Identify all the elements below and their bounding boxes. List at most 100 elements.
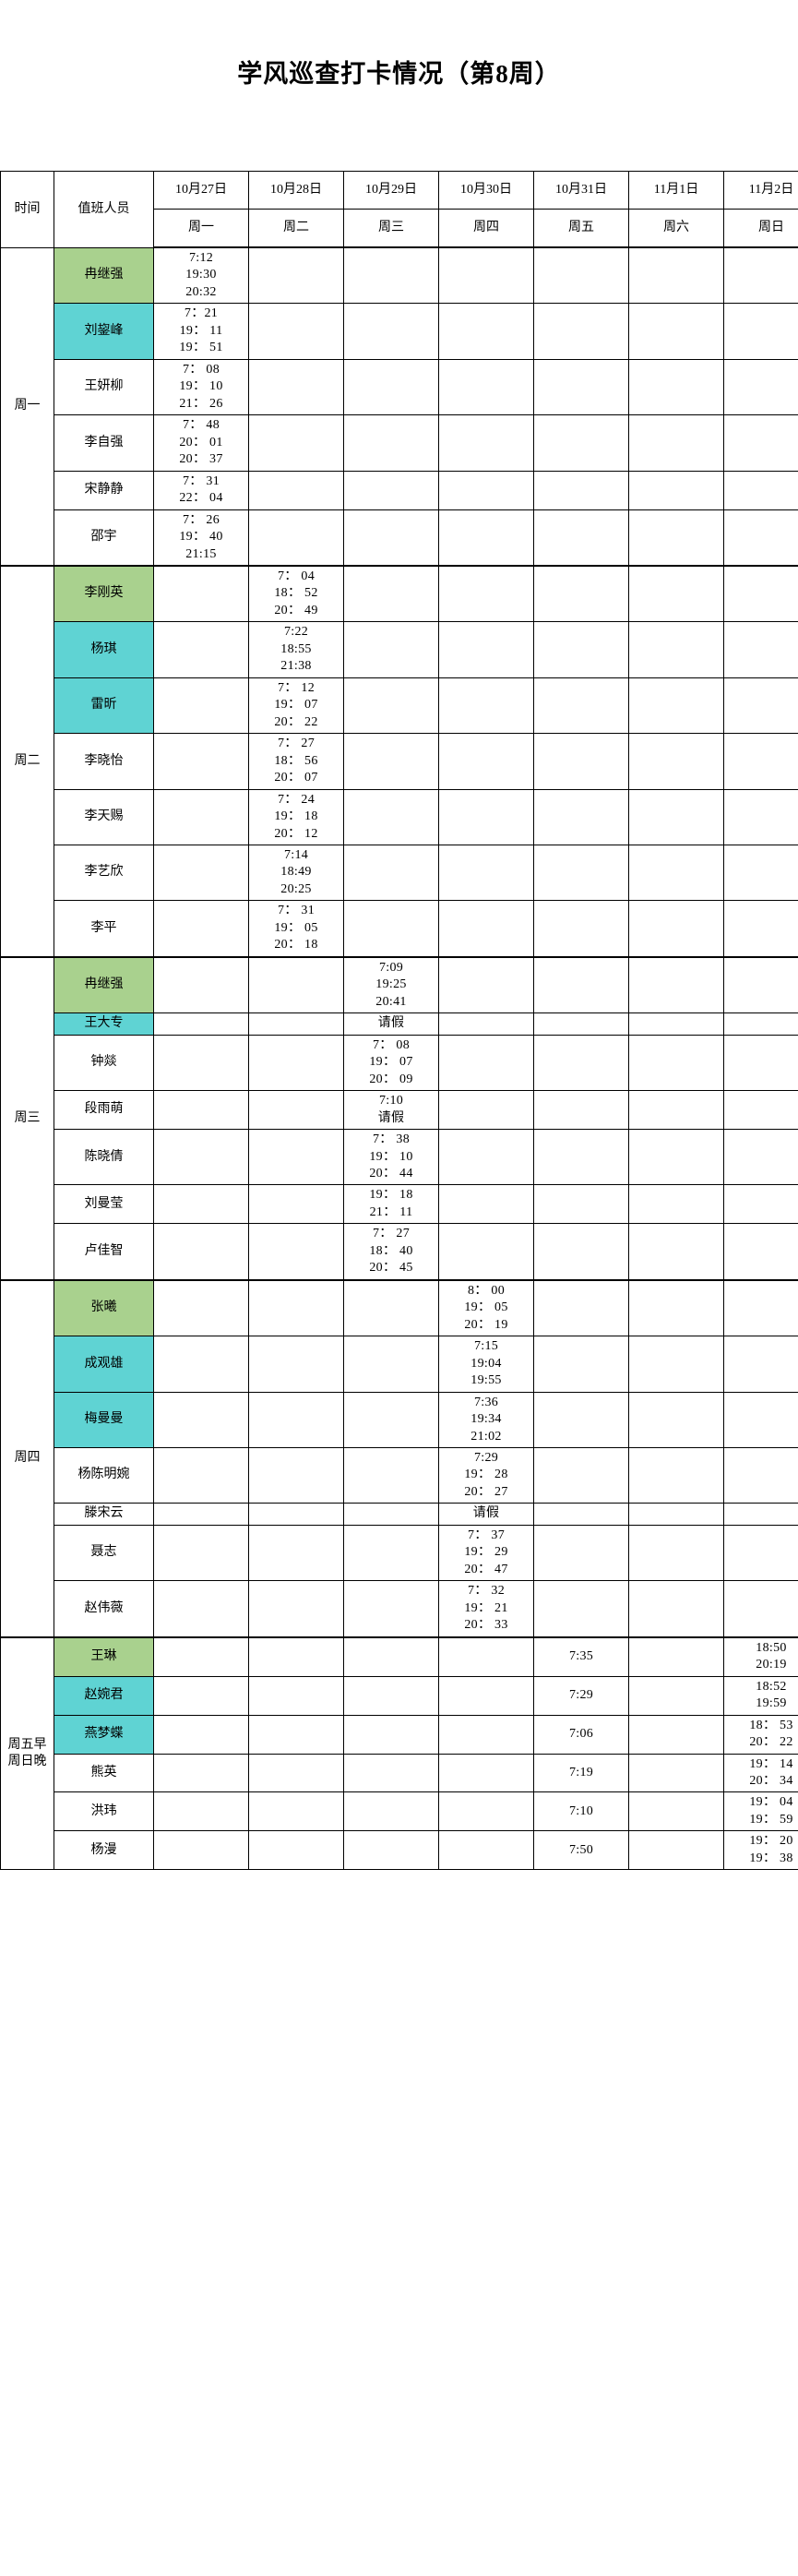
- punch-time: 20： 45: [369, 1261, 413, 1276]
- header-person: 值班人员: [54, 171, 154, 248]
- punch-time: 19:55: [470, 1373, 502, 1388]
- punch-cell: 18： 53 20： 22: [723, 1714, 798, 1755]
- punch-cell: [533, 1090, 629, 1131]
- punch-cell: 7:29 19： 28 20： 27: [438, 1446, 534, 1504]
- person-name: 滕宋云: [54, 1503, 154, 1526]
- punch-cell: [343, 414, 439, 472]
- punch-cell: 7： 32 19： 21 20： 33: [438, 1580, 534, 1638]
- punch-time: 19： 11: [179, 323, 223, 338]
- punch-time: 18:50: [756, 1640, 787, 1655]
- punch-cell: [248, 246, 344, 305]
- table-row: 周四 张曦 8： 00 19： 05 20： 19: [0, 1279, 798, 1638]
- person-name: 燕梦蝶: [54, 1714, 154, 1755]
- punch-time: 7:10: [378, 1094, 404, 1108]
- punch-cell: [248, 509, 344, 567]
- punch-cell: [533, 677, 629, 735]
- punch-cell: [533, 1034, 629, 1092]
- punch-cell: [533, 565, 629, 623]
- punch-cell: [628, 1753, 724, 1793]
- punch-cell: 7:14 18:49 20:25: [248, 844, 344, 902]
- punch-cell: [723, 1034, 798, 1092]
- punch-cell: [438, 1675, 534, 1716]
- punch-time: 20： 22: [749, 1735, 793, 1750]
- punch-time: 7： 04: [278, 569, 315, 583]
- punch-time: 21： 11: [369, 1204, 413, 1219]
- punch-time: 7:19: [568, 1765, 594, 1779]
- punch-time: 20： 34: [749, 1773, 793, 1788]
- punch-time: 20： 12: [274, 826, 318, 841]
- person-name: 杨漫: [54, 1830, 154, 1871]
- punch-time: 20： 19: [464, 1317, 508, 1332]
- table-row: 梅曼曼 7:36 19:34 21:02: [1, 1391, 798, 1449]
- punch-time: 7:10: [568, 1803, 594, 1818]
- punch-cell: [153, 844, 249, 902]
- punch-cell: 请假: [438, 1503, 534, 1526]
- punch-cell: [628, 1503, 724, 1526]
- punch-cell: [438, 733, 534, 790]
- punch-cell: [723, 788, 798, 846]
- punch-cell: [153, 621, 249, 678]
- punch-cell: [343, 1580, 439, 1638]
- punch-cell: [723, 733, 798, 790]
- punch-cell: [628, 565, 724, 623]
- punch-cell: [723, 509, 798, 567]
- punch-cell: [248, 1184, 344, 1225]
- punch-cell: [343, 1391, 439, 1449]
- header-date-1: 10月28日: [248, 171, 344, 210]
- table-row: 陈晓倩 7： 38 19： 10 20： 44: [1, 1129, 798, 1186]
- punch-cell: [343, 788, 439, 846]
- punch-cell: [343, 1830, 439, 1871]
- table-row: 王大专 请假: [1, 1012, 798, 1036]
- punch-time: 7:06: [568, 1726, 594, 1741]
- punch-cell: [533, 1223, 629, 1281]
- punch-time: 21:15: [185, 546, 217, 561]
- punch-cell: [153, 1223, 249, 1281]
- person-name: 钟燚: [54, 1034, 154, 1092]
- punch-time: 7：21: [184, 306, 219, 321]
- punch-time: 20： 07: [274, 771, 318, 785]
- punch-time: 21:38: [280, 659, 312, 674]
- punch-cell: [628, 1336, 724, 1393]
- punch-cell: [153, 733, 249, 790]
- person-name: 王大专: [54, 1012, 154, 1036]
- table-row: 李晓怡 7： 27 18： 56 20： 07: [1, 733, 798, 790]
- punch-cell: [533, 956, 629, 1014]
- punch-cell: [248, 1503, 344, 1526]
- punch-time: 19： 28: [464, 1468, 508, 1482]
- punch-cell: [438, 621, 534, 678]
- punch-time: 7:50: [568, 1842, 594, 1857]
- punch-cell: [153, 1129, 249, 1186]
- header-date-4: 10月31日: [533, 171, 629, 210]
- punch-cell: [723, 677, 798, 735]
- person-name: 张曦: [54, 1279, 154, 1337]
- punch-time: 20： 44: [369, 1166, 413, 1180]
- punch-cell: [628, 1090, 724, 1131]
- day-label-4: 周五早周日晚: [0, 1636, 54, 1871]
- punch-time: 7： 12: [278, 680, 315, 695]
- punch-cell: [248, 1791, 344, 1832]
- punch-time: 22： 04: [179, 491, 223, 506]
- punch-cell: [153, 1090, 249, 1131]
- punch-cell: [153, 1675, 249, 1716]
- punch-cell: 7:06: [533, 1714, 629, 1755]
- punch-cell: 7:10 请假: [343, 1090, 439, 1131]
- punch-cell: [723, 621, 798, 678]
- punch-cell: [343, 1714, 439, 1755]
- punch-cell: [723, 1524, 798, 1582]
- punch-cell: [723, 565, 798, 623]
- punch-cell: [343, 1791, 439, 1832]
- punch-time: 19： 04: [749, 1795, 793, 1810]
- punch-cell: [153, 1391, 249, 1449]
- punch-cell: [343, 1753, 439, 1793]
- punch-cell: [628, 470, 724, 510]
- punch-cell: [723, 956, 798, 1014]
- table-row: 杨琪 7:22 18:55 21:38: [1, 621, 798, 678]
- punch-cell: [153, 788, 249, 846]
- punch-cell: [723, 1090, 798, 1131]
- table-row: 洪玮 7:10 19： 04 19： 59: [1, 1791, 798, 1832]
- punch-time: 19： 10: [179, 379, 223, 394]
- punch-cell: [628, 1034, 724, 1092]
- punch-cell: 7： 08 19： 10 21： 26: [153, 358, 249, 416]
- punch-cell: [248, 470, 344, 510]
